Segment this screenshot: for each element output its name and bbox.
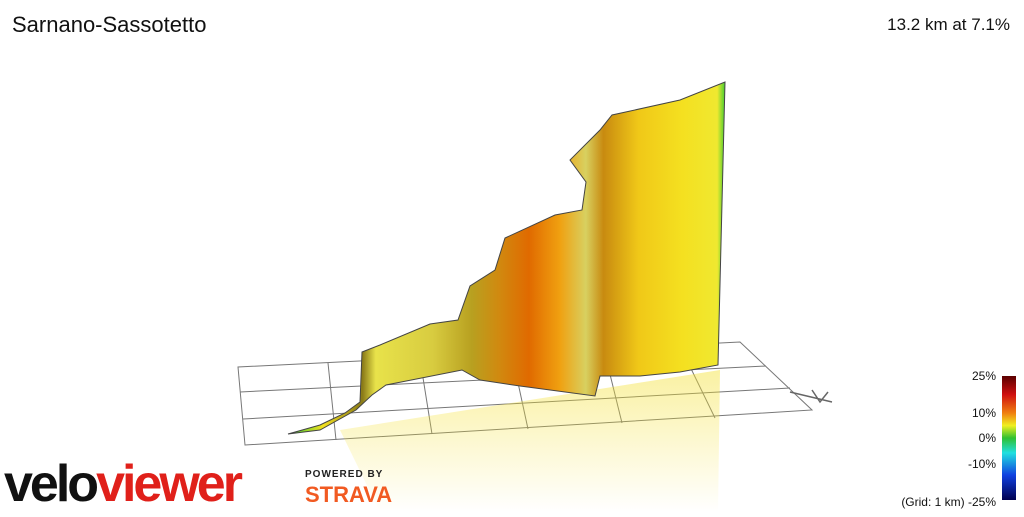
powered-by: POWERED BY: [305, 469, 383, 480]
scale-label: 10%: [972, 406, 996, 420]
veloviewer-logo: veloviewer: [4, 455, 243, 512]
title: Sarnano-Sassotetto: [12, 12, 206, 37]
elevation-wall: [287, 81, 726, 435]
scale-label: 0%: [979, 431, 997, 445]
color-scale: [1002, 376, 1016, 500]
logo-velo: velo: [4, 455, 97, 512]
scale-label: (Grid: 1 km) -25%: [901, 495, 996, 509]
summary: 13.2 km at 7.1%: [887, 15, 1010, 34]
grid-line: [327, 362, 337, 441]
logo-viewer: viewer: [96, 455, 243, 512]
color-scale-labels: 25% 10% 0% -10% (Grid: 1 km) -25%: [901, 369, 996, 509]
scale-label: -10%: [968, 457, 996, 471]
north-arrow: [789, 389, 833, 404]
scale-label: 25%: [972, 369, 996, 383]
reflection: [340, 370, 720, 512]
strava-logo: STRAVA: [305, 482, 392, 507]
